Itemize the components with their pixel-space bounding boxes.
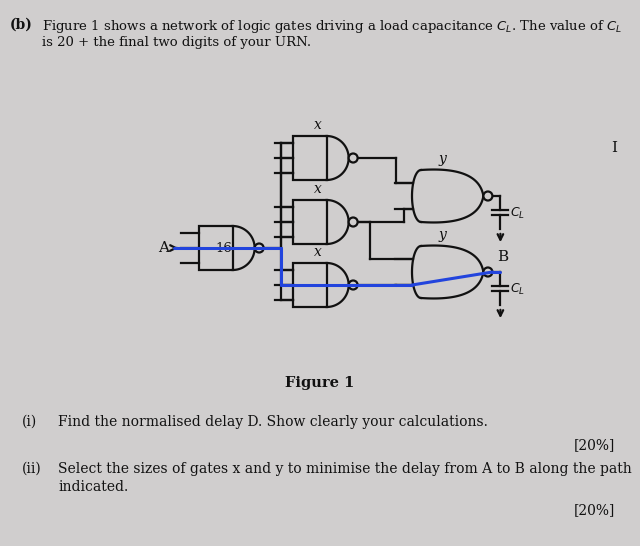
Text: Figure 1 shows a network of logic gates driving a load capacitance $C_L$. The va: Figure 1 shows a network of logic gates … (42, 18, 622, 35)
Text: indicated.: indicated. (58, 480, 128, 494)
Text: y: y (438, 228, 446, 242)
Text: x: x (314, 245, 322, 259)
Text: I: I (611, 141, 617, 155)
Text: [20%]: [20%] (573, 503, 615, 517)
Text: Select the sizes of gates x and y to minimise the delay from A to B along the pa: Select the sizes of gates x and y to min… (58, 462, 632, 476)
Text: Figure 1: Figure 1 (285, 376, 355, 390)
Circle shape (483, 268, 492, 276)
Text: (i): (i) (22, 415, 37, 429)
Circle shape (349, 153, 358, 163)
Text: 16: 16 (216, 241, 232, 254)
Text: [20%]: [20%] (573, 438, 615, 452)
Text: (ii): (ii) (22, 462, 42, 476)
Circle shape (483, 192, 492, 200)
Text: x: x (314, 182, 322, 196)
Text: y: y (438, 152, 446, 166)
Text: (b): (b) (10, 18, 33, 32)
Text: $C_L$: $C_L$ (511, 281, 525, 296)
Circle shape (255, 244, 264, 252)
Text: $C_L$: $C_L$ (511, 205, 525, 221)
Text: x: x (314, 118, 322, 132)
Text: is 20 + the final two digits of your URN.: is 20 + the final two digits of your URN… (42, 36, 311, 49)
Text: Find the normalised delay D. Show clearly your calculations.: Find the normalised delay D. Show clearl… (58, 415, 488, 429)
Text: A: A (158, 241, 169, 255)
Circle shape (349, 217, 358, 227)
Circle shape (349, 281, 358, 289)
Text: B: B (497, 250, 509, 264)
